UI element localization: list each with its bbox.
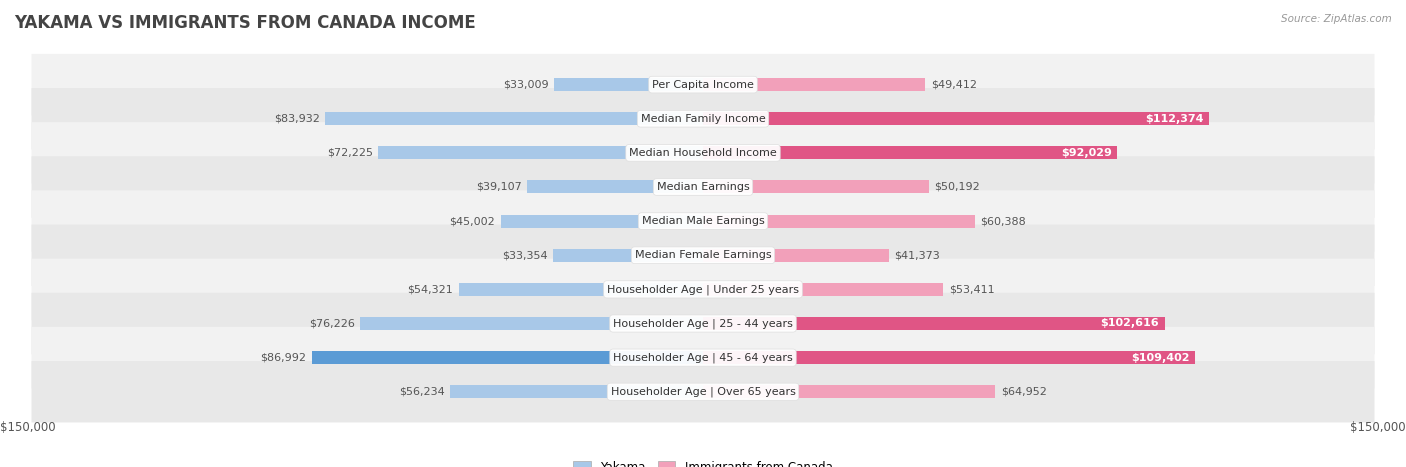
Bar bbox=[703, 146, 1116, 159]
Text: Householder Age | 25 - 44 years: Householder Age | 25 - 44 years bbox=[613, 318, 793, 329]
Text: $50,192: $50,192 bbox=[934, 182, 980, 192]
Bar bbox=[450, 385, 703, 398]
Bar bbox=[703, 351, 1195, 364]
Bar bbox=[501, 215, 703, 227]
FancyBboxPatch shape bbox=[31, 293, 1375, 354]
Text: $109,402: $109,402 bbox=[1132, 353, 1189, 362]
Bar bbox=[312, 351, 703, 364]
Text: $86,992: $86,992 bbox=[260, 353, 307, 362]
Text: $41,373: $41,373 bbox=[894, 250, 941, 260]
Bar bbox=[703, 78, 925, 91]
Bar bbox=[703, 249, 889, 262]
FancyBboxPatch shape bbox=[31, 156, 1375, 218]
FancyBboxPatch shape bbox=[31, 88, 1375, 149]
Text: Median Male Earnings: Median Male Earnings bbox=[641, 216, 765, 226]
Legend: Yakama, Immigrants from Canada: Yakama, Immigrants from Canada bbox=[574, 460, 832, 467]
Text: Median Family Income: Median Family Income bbox=[641, 114, 765, 124]
Text: Householder Age | 45 - 64 years: Householder Age | 45 - 64 years bbox=[613, 353, 793, 363]
Text: $83,932: $83,932 bbox=[274, 114, 321, 124]
Text: Source: ZipAtlas.com: Source: ZipAtlas.com bbox=[1281, 14, 1392, 24]
Text: $45,002: $45,002 bbox=[450, 216, 495, 226]
Text: $56,234: $56,234 bbox=[399, 387, 444, 397]
Text: $64,952: $64,952 bbox=[1001, 387, 1046, 397]
Bar bbox=[360, 317, 703, 330]
Bar bbox=[527, 180, 703, 193]
Text: $76,226: $76,226 bbox=[309, 318, 354, 328]
Bar bbox=[703, 112, 1209, 125]
FancyBboxPatch shape bbox=[31, 327, 1375, 389]
Text: Per Capita Income: Per Capita Income bbox=[652, 79, 754, 90]
Text: Householder Age | Over 65 years: Householder Age | Over 65 years bbox=[610, 387, 796, 397]
Text: $33,354: $33,354 bbox=[502, 250, 547, 260]
Text: $112,374: $112,374 bbox=[1144, 114, 1204, 124]
Text: $92,029: $92,029 bbox=[1060, 148, 1112, 158]
Text: YAKAMA VS IMMIGRANTS FROM CANADA INCOME: YAKAMA VS IMMIGRANTS FROM CANADA INCOME bbox=[14, 14, 475, 32]
Text: Median Earnings: Median Earnings bbox=[657, 182, 749, 192]
Bar bbox=[703, 283, 943, 296]
Text: $60,388: $60,388 bbox=[980, 216, 1026, 226]
Bar bbox=[325, 112, 703, 125]
Text: $53,411: $53,411 bbox=[949, 284, 994, 294]
Text: $39,107: $39,107 bbox=[475, 182, 522, 192]
FancyBboxPatch shape bbox=[31, 361, 1375, 423]
Bar bbox=[703, 317, 1164, 330]
Bar bbox=[554, 78, 703, 91]
Bar bbox=[703, 385, 995, 398]
Bar bbox=[553, 249, 703, 262]
Text: Householder Age | Under 25 years: Householder Age | Under 25 years bbox=[607, 284, 799, 295]
Text: $102,616: $102,616 bbox=[1101, 318, 1160, 328]
FancyBboxPatch shape bbox=[31, 54, 1375, 115]
Text: Median Female Earnings: Median Female Earnings bbox=[634, 250, 772, 260]
Bar bbox=[458, 283, 703, 296]
FancyBboxPatch shape bbox=[31, 225, 1375, 286]
Text: $49,412: $49,412 bbox=[931, 79, 977, 90]
Bar bbox=[378, 146, 703, 159]
Text: $54,321: $54,321 bbox=[408, 284, 453, 294]
Bar bbox=[703, 180, 929, 193]
FancyBboxPatch shape bbox=[31, 122, 1375, 184]
Text: Median Household Income: Median Household Income bbox=[628, 148, 778, 158]
Text: $72,225: $72,225 bbox=[326, 148, 373, 158]
FancyBboxPatch shape bbox=[31, 259, 1375, 320]
Text: $33,009: $33,009 bbox=[503, 79, 550, 90]
FancyBboxPatch shape bbox=[31, 191, 1375, 252]
Bar bbox=[703, 215, 974, 227]
